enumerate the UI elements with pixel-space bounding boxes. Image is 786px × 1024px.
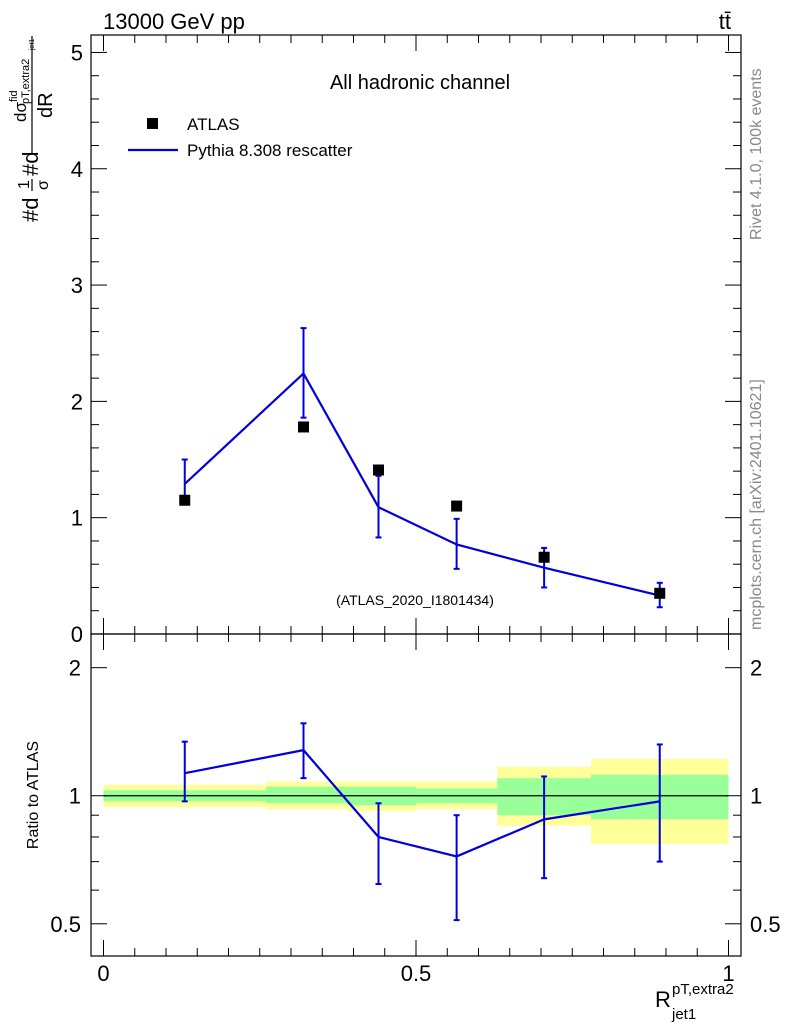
ratio-frame <box>90 633 742 957</box>
process-label: tt̄ <box>719 9 731 34</box>
data-point <box>538 551 550 563</box>
x-tick-label: 0.5 <box>401 961 432 986</box>
analysis-tag: (ATLAS_2020_I1801434) <box>336 592 494 608</box>
data-point <box>298 421 309 433</box>
y-label-frac2-num-sub: pT,extra2 <box>20 59 32 104</box>
ratio-tick-label-left: 0.5 <box>50 912 81 937</box>
data-point <box>179 494 191 506</box>
mcplots-note: mcplots.cern.ch [arXiv:2401.10621] <box>748 379 765 630</box>
legend-data-marker <box>147 118 158 129</box>
legend-data-label: ATLAS <box>187 115 240 134</box>
ratio-tick-label-left: 1 <box>69 784 81 809</box>
x-tick-labels: 0 0.5 1 <box>97 961 734 986</box>
y-label-frac2-den: dR <box>35 92 57 118</box>
ratio-axis-ticks <box>91 634 741 956</box>
x-label-sub: jet1 <box>671 1006 696 1023</box>
x-tick-label: 0 <box>97 961 109 986</box>
ratio-tick-label-right: 1 <box>750 784 762 809</box>
data-point <box>373 464 384 476</box>
ratio-y-axis-label: Ratio to ATLAS <box>25 741 42 849</box>
x-tick-label: 1 <box>722 961 734 986</box>
y-tick-label: 2 <box>71 389 83 414</box>
ratio-panel: 0.5 0.5 1 1 2 2 <box>50 633 781 957</box>
ratio-error-bars <box>181 722 663 922</box>
main-axis-ticks <box>91 35 741 635</box>
ratio-tick-label-left: 2 <box>69 656 81 681</box>
y-tick-label: 4 <box>71 157 83 182</box>
data-point <box>654 587 666 599</box>
legend-mc-label: Pythia 8.308 rescatter <box>187 141 353 160</box>
y-tick-label: 3 <box>71 273 83 298</box>
ratio-tick-labels: 0.5 0.5 1 1 2 2 <box>50 656 780 937</box>
y-label-frac2-num: dσ <box>11 102 30 122</box>
mc-series-line <box>184 371 661 597</box>
mc-error-bars <box>181 327 663 609</box>
y-label-frac1-num: 1 <box>16 180 33 189</box>
main-panel: 0 1 2 3 4 5 <box>71 34 742 647</box>
y-axis-label: #d 1 σ #d dσ fid pT,extra2 jet1 dR <box>8 36 57 222</box>
ratio-mc-line <box>184 748 660 858</box>
y-tick-label: 1 <box>71 506 83 531</box>
x-label-sup: pT,extra2 <box>672 981 734 998</box>
x-axis-label: R pT,extra2 jet1 <box>655 981 734 1023</box>
y-label-mid: #d <box>18 152 43 176</box>
y-tick-label: 5 <box>71 40 83 65</box>
y-label-frac2-num-sup: fid <box>8 90 20 102</box>
data-point <box>451 500 463 512</box>
ratio-tick-label-right: 0.5 <box>750 912 781 937</box>
chart-title: All hadronic channel <box>330 72 510 94</box>
x-label-main: R <box>655 987 671 1012</box>
energy-label: 13000 GeV pp <box>103 9 245 34</box>
rivet-version-note: Rivet 4.1.0, 100k events <box>748 68 765 240</box>
stat-band-bin <box>266 786 348 804</box>
data-markers <box>179 421 666 599</box>
main-tick-labels: 0 1 2 3 4 5 <box>71 40 83 647</box>
y-tick-label: 0 <box>71 622 83 647</box>
legend: ATLAS Pythia 8.308 rescatter <box>128 115 353 160</box>
ratio-tick-label-right: 2 <box>750 656 762 681</box>
y-label-prefix: #d <box>18 198 43 222</box>
ratio-stat-uncertainty-band <box>103 774 729 820</box>
y-label-frac1-den: σ <box>35 180 52 190</box>
